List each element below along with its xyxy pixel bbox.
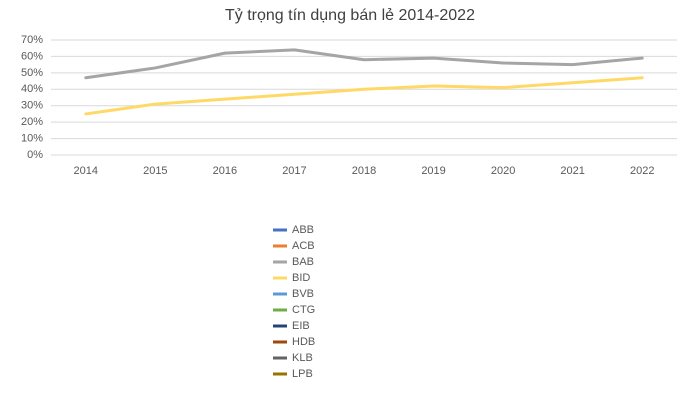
legend-label: EIB <box>292 320 310 332</box>
y-tick-label: 10% <box>21 132 43 144</box>
legend-label: BVB <box>292 288 314 300</box>
series-line <box>84 48 644 80</box>
x-tick-label: 2018 <box>352 165 376 177</box>
legend-label: BAB <box>292 256 314 268</box>
legend-label: HDB <box>292 336 315 348</box>
y-tick-label: 50% <box>21 67 43 79</box>
legend-label: CTG <box>292 304 315 316</box>
x-tick-label: 2020 <box>491 165 515 177</box>
y-tick-label: 40% <box>21 83 43 95</box>
x-tick-label: 2022 <box>630 165 654 177</box>
y-tick-label: 30% <box>21 100 43 112</box>
x-tick-label: 2015 <box>143 165 167 177</box>
x-tick-label: 2014 <box>74 165 98 177</box>
series-line <box>84 76 644 116</box>
y-tick-label: 60% <box>21 50 43 62</box>
legend-label: ACB <box>292 240 315 252</box>
legend-label: KLB <box>292 352 313 364</box>
x-tick-label: 2019 <box>421 165 445 177</box>
y-tick-label: 70% <box>21 34 43 46</box>
x-tick-label: 2021 <box>560 165 584 177</box>
legend-label: LPB <box>292 368 313 380</box>
legend-label: BID <box>292 272 310 284</box>
chart-title: Tỷ trọng tín dụng bán lẻ 2014-2022 <box>225 7 475 24</box>
y-tick-label: 20% <box>21 116 43 128</box>
x-tick-label: 2017 <box>282 165 306 177</box>
legend-label: ABB <box>292 224 314 236</box>
y-tick-label: 0% <box>27 149 43 161</box>
x-tick-label: 2016 <box>213 165 237 177</box>
